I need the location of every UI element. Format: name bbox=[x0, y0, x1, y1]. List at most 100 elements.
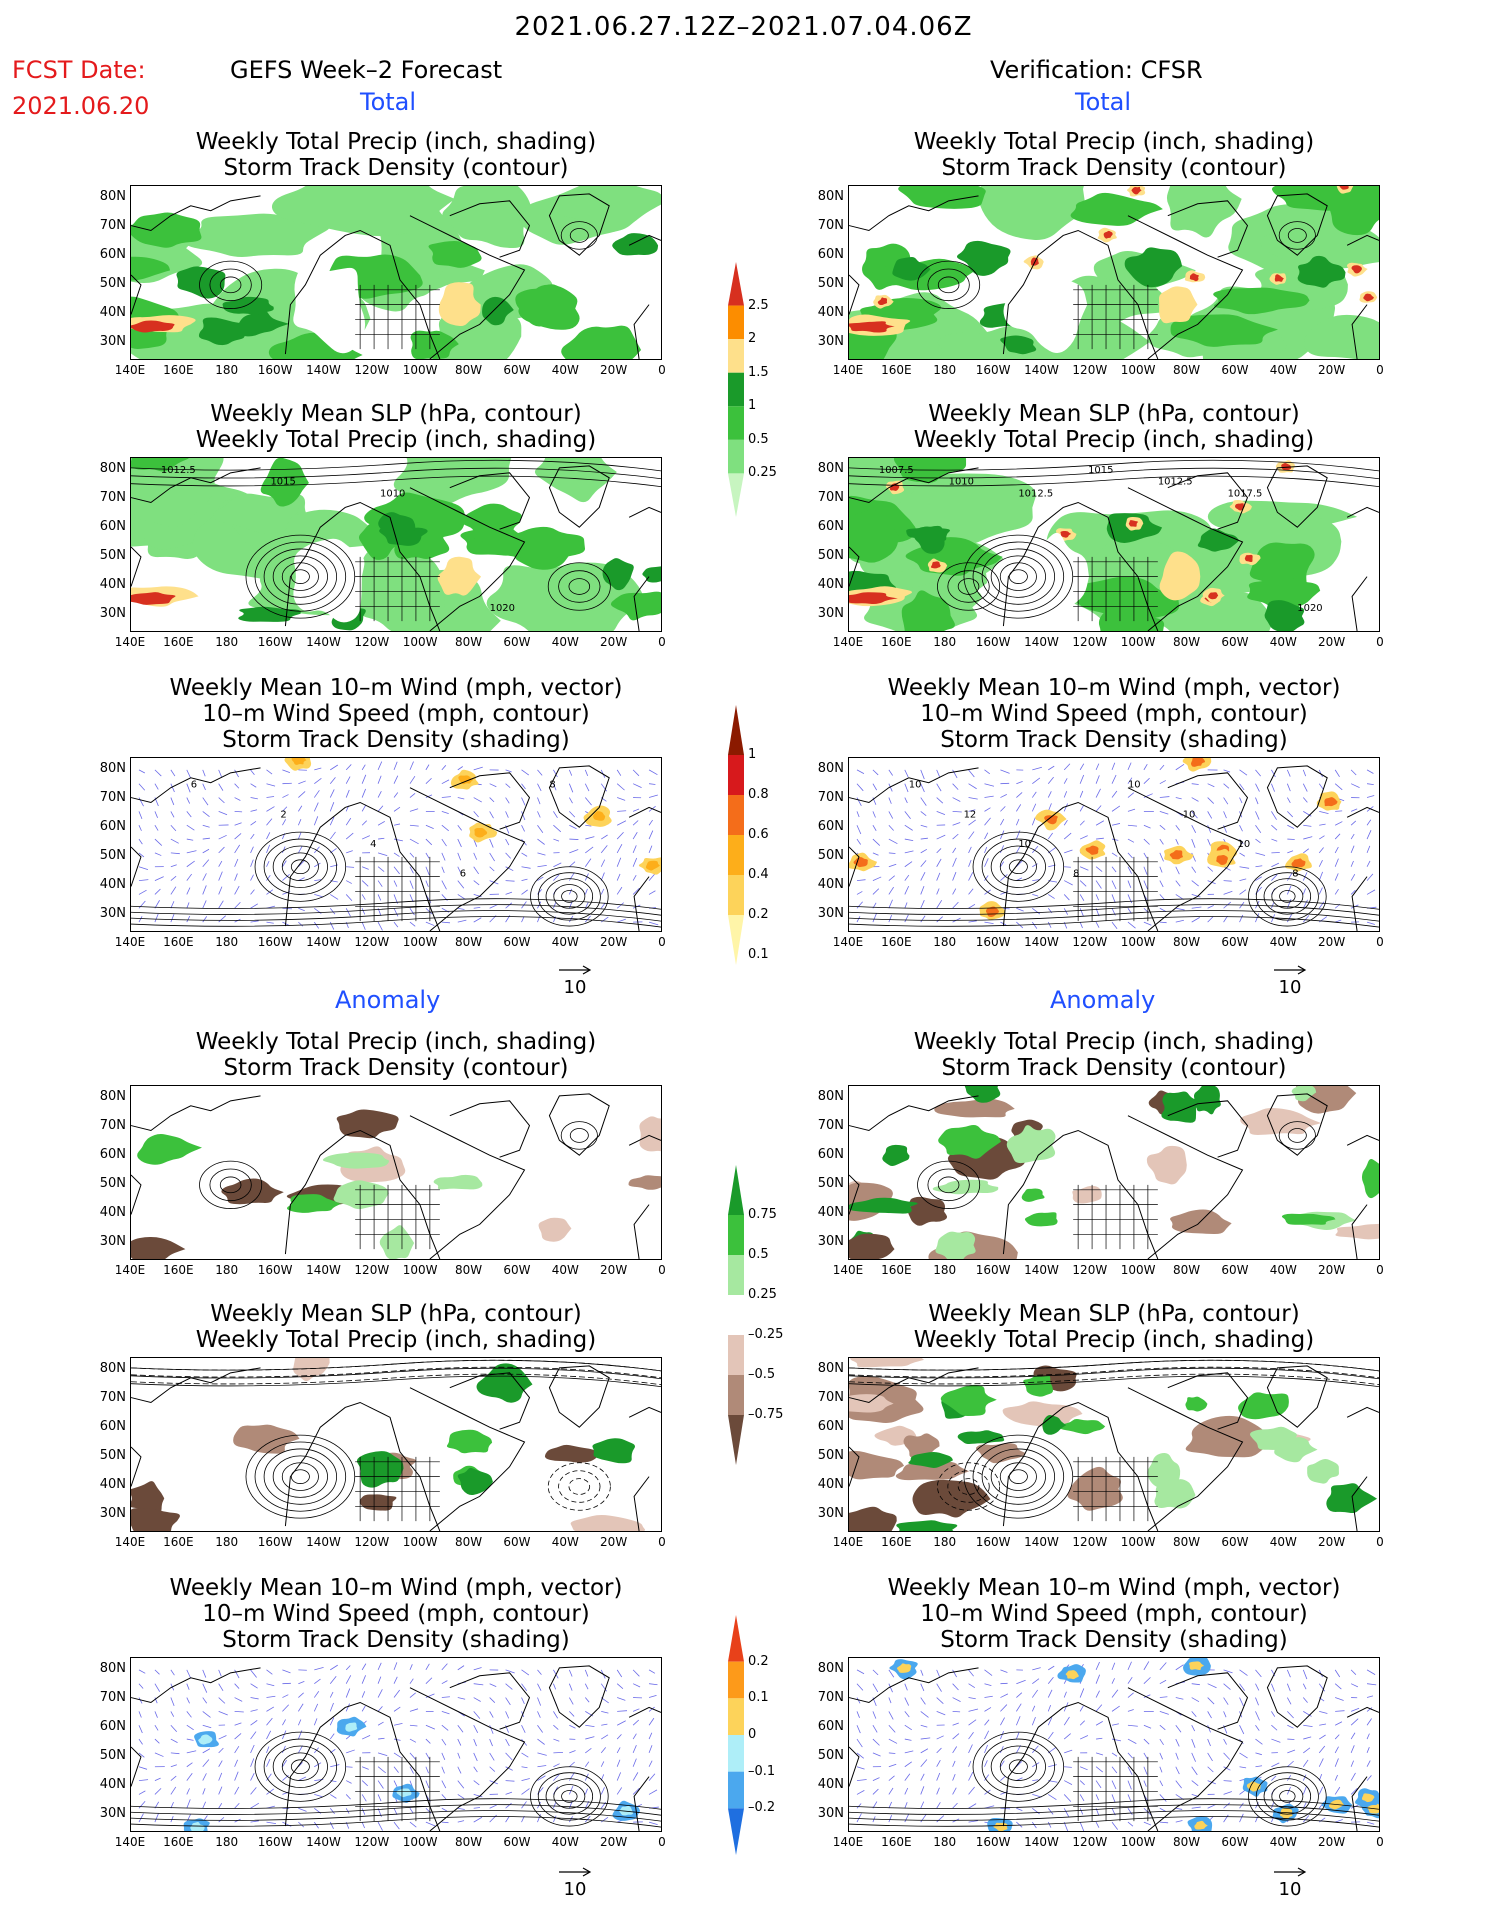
wind-vector bbox=[1366, 1747, 1370, 1754]
wind-vector bbox=[521, 797, 526, 806]
wind-vector bbox=[361, 908, 366, 915]
wind-vector bbox=[425, 852, 430, 859]
wind-vector bbox=[505, 902, 513, 909]
wind-vector bbox=[1016, 792, 1023, 798]
wind-vector bbox=[952, 871, 957, 881]
latitude-label: 30N bbox=[817, 1506, 844, 1521]
wind-vector bbox=[1095, 894, 1100, 901]
wind-vector bbox=[1095, 1780, 1102, 1789]
wind-vector bbox=[920, 1786, 925, 1795]
coastline bbox=[1002, 1401, 1159, 1531]
track-shading bbox=[1188, 1661, 1205, 1671]
contour-line bbox=[999, 1752, 1037, 1781]
wind-vector bbox=[393, 1706, 401, 1712]
coastline bbox=[449, 1672, 531, 1730]
contour-line bbox=[545, 878, 594, 915]
panel-title: Weekly Mean SLP (hPa, contour) Weekly Tot… bbox=[818, 401, 1410, 453]
precip-anomaly-shading bbox=[359, 1494, 397, 1511]
wind-vector bbox=[616, 820, 627, 826]
wind-vector bbox=[1303, 848, 1310, 854]
wind-vector bbox=[218, 834, 227, 840]
wind-vector bbox=[1334, 1669, 1341, 1678]
wind-vector bbox=[234, 885, 240, 895]
longitude-label: 140E bbox=[114, 1835, 146, 1849]
wind-vector bbox=[872, 913, 877, 923]
wind-vector bbox=[1015, 830, 1021, 840]
wind-vector bbox=[888, 899, 893, 909]
precip-shading bbox=[461, 503, 522, 542]
longitude-label: 120W bbox=[1072, 1835, 1108, 1849]
wind-vector bbox=[1079, 908, 1084, 917]
wind-vector bbox=[1047, 776, 1054, 784]
wind-vector bbox=[1111, 1705, 1120, 1712]
coastline bbox=[548, 1365, 610, 1428]
wind-vector bbox=[1159, 838, 1164, 845]
wind-vector bbox=[138, 769, 146, 774]
wind-vector bbox=[888, 1763, 897, 1768]
wind-vector bbox=[266, 1695, 276, 1698]
wind-vector bbox=[568, 769, 573, 776]
wind-vector bbox=[537, 1752, 547, 1756]
wind-vector bbox=[1334, 1721, 1343, 1726]
longitude-label: 80W bbox=[454, 635, 483, 649]
wind-vector bbox=[473, 766, 483, 771]
colorbar-label: –0.75 bbox=[748, 1407, 784, 1422]
wind-vector bbox=[202, 1711, 211, 1718]
precip-shading bbox=[183, 213, 330, 257]
wind-vector bbox=[1000, 1693, 1009, 1698]
wind-vector bbox=[1350, 783, 1360, 789]
contour-line bbox=[937, 1176, 960, 1194]
wind-vector bbox=[1191, 1683, 1200, 1686]
wind-vector bbox=[952, 810, 962, 813]
coastline bbox=[1351, 1476, 1368, 1531]
latitude-label: 40N bbox=[99, 877, 126, 892]
wind-vector bbox=[393, 823, 401, 826]
wind-vector bbox=[1095, 1752, 1104, 1756]
precip-anomaly-shading bbox=[1335, 1223, 1379, 1240]
panel-title-line: 10–m Wind Speed (mph, contour) bbox=[920, 701, 1308, 727]
longitude-label: 140E bbox=[114, 935, 146, 949]
wind-vector bbox=[1031, 817, 1036, 826]
coastline bbox=[449, 1372, 531, 1430]
longitude-label: 60W bbox=[1221, 363, 1249, 377]
wind-speed-contour-label: 8 bbox=[1292, 869, 1298, 880]
wind-vector bbox=[1302, 783, 1308, 792]
wind-vector bbox=[282, 860, 287, 867]
wind-vector bbox=[282, 1774, 289, 1781]
wind-vector bbox=[1350, 1718, 1359, 1726]
wind-vector bbox=[1127, 1766, 1133, 1775]
wind-vector bbox=[1000, 1669, 1008, 1673]
contour-line bbox=[947, 570, 990, 603]
wind-vector bbox=[1255, 1711, 1260, 1721]
longitude-label: 120W bbox=[354, 363, 390, 377]
contour-line bbox=[917, 260, 981, 309]
longitude-label: 160W bbox=[975, 635, 1011, 649]
panel-title-line: Storm Track Density (contour) bbox=[941, 155, 1287, 181]
wind-vector bbox=[202, 1788, 206, 1795]
wind-vector bbox=[1016, 1777, 1023, 1781]
precip-anomaly-shading bbox=[628, 1175, 661, 1190]
wind-vector bbox=[329, 1691, 334, 1698]
wind-vector bbox=[377, 1662, 382, 1671]
wind-vector bbox=[1079, 1705, 1084, 1712]
wind-vector bbox=[505, 880, 515, 882]
wind-vector bbox=[1111, 921, 1118, 929]
wind-vector bbox=[888, 1697, 892, 1704]
coastline bbox=[1266, 465, 1328, 528]
wind-vector bbox=[1255, 1752, 1262, 1756]
wind-vector bbox=[457, 766, 463, 771]
panel-title-line: Storm Track Density (contour) bbox=[223, 1055, 569, 1081]
wind-vector bbox=[1271, 1711, 1276, 1717]
colorbar-label: 1 bbox=[748, 398, 757, 414]
wind-vector bbox=[600, 888, 605, 895]
colorbar-segment bbox=[728, 1415, 744, 1465]
wind-vector bbox=[186, 1814, 191, 1823]
wind-vector bbox=[632, 874, 637, 881]
longitude-label: 20W bbox=[1318, 1835, 1346, 1849]
wind-vector bbox=[425, 777, 432, 784]
wind-vector bbox=[1175, 1780, 1182, 1789]
coastline bbox=[628, 506, 661, 518]
coastline bbox=[1002, 229, 1159, 359]
colorbar-segment bbox=[728, 755, 744, 795]
wind-vector bbox=[632, 1683, 641, 1688]
